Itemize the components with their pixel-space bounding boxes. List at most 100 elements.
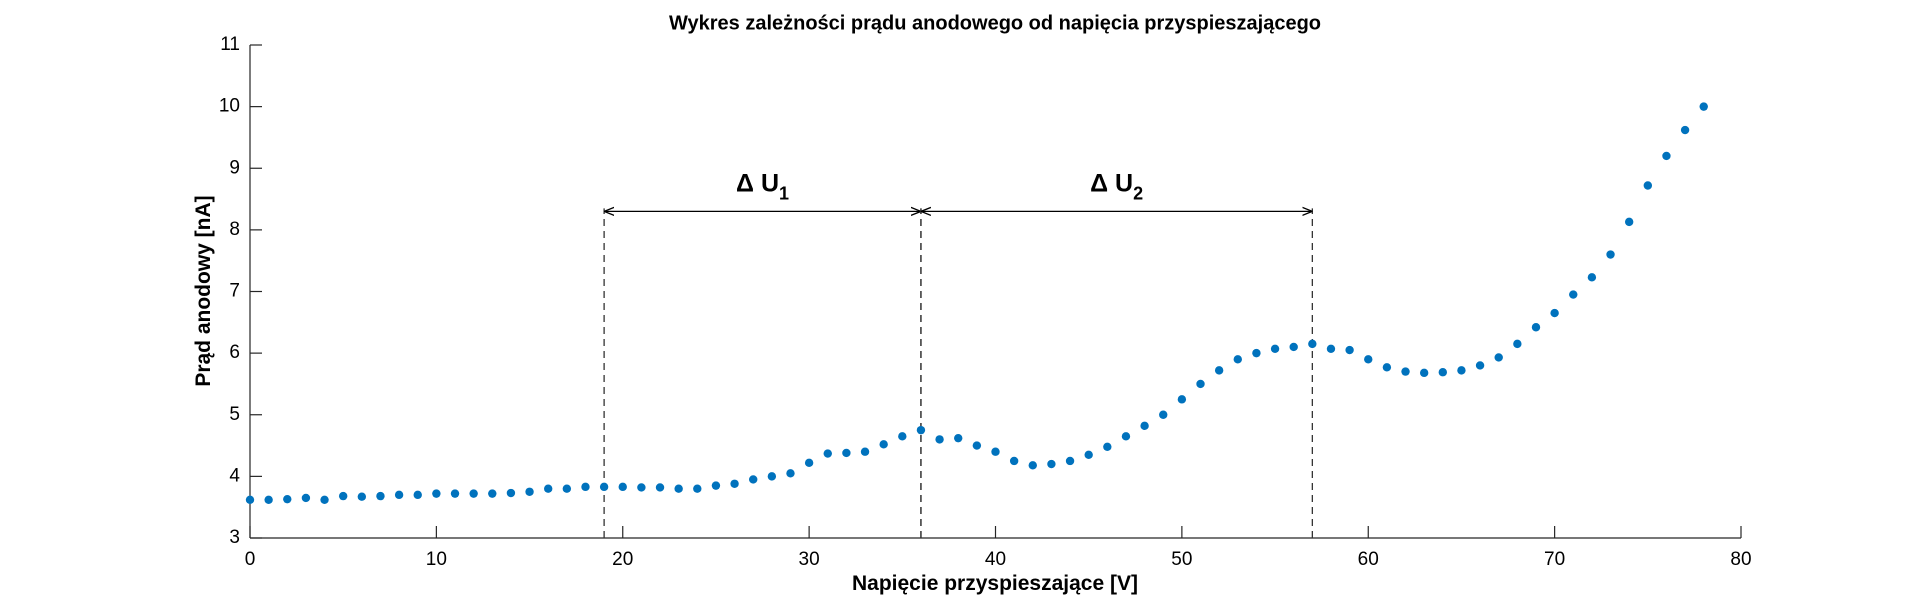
data-point: [879, 440, 888, 449]
data-point: [1177, 395, 1187, 404]
x-axis-label: Napięcie przyspieszające [V]: [852, 572, 1138, 595]
data-point: [693, 484, 702, 493]
data-point: [1662, 151, 1671, 161]
data-point: [1550, 308, 1559, 318]
data-point: [1643, 181, 1653, 190]
x-tick-label: 20: [612, 549, 633, 570]
data-point: [655, 483, 665, 492]
data-point: [1121, 432, 1131, 441]
data-point: [898, 432, 907, 441]
y-tick-label: 7: [229, 281, 240, 302]
data-point: [264, 495, 273, 504]
data-point: [376, 491, 385, 501]
data-point: [1569, 290, 1578, 299]
data-point: [1140, 421, 1149, 431]
data-point: [1438, 368, 1448, 377]
data-point: [842, 448, 851, 458]
data-point: [823, 449, 832, 458]
x-tick-label: 10: [426, 549, 447, 570]
data-point: [1214, 366, 1224, 375]
data-point: [1009, 456, 1019, 466]
data-point: [581, 482, 590, 492]
data-point: [1252, 348, 1261, 358]
chart-title: Wykres zależności prądu anodowego od nap…: [669, 12, 1321, 34]
data-point: [1401, 367, 1410, 376]
interval-label-subscript: 2: [1133, 183, 1143, 203]
data-point: [1084, 450, 1093, 460]
data-point: [674, 484, 683, 493]
data-point: [338, 491, 348, 501]
data-point: [1270, 344, 1280, 354]
data-point: [544, 484, 553, 493]
data-point: [1382, 363, 1392, 372]
data-point: [749, 475, 758, 484]
data-point: [357, 492, 367, 501]
data-point: [730, 479, 739, 488]
data-point: [1699, 102, 1708, 111]
data-point: [804, 458, 814, 468]
y-tick-label: 10: [219, 96, 240, 117]
data-point: [1345, 345, 1354, 355]
data-point: [1606, 250, 1615, 259]
y-tick-label: 3: [229, 527, 240, 548]
data-point: [1289, 342, 1298, 352]
data-point: [618, 482, 627, 492]
y-axis-label: Prąd anodowy [nA]: [192, 195, 215, 386]
y-tick-label: 5: [229, 404, 240, 425]
interval-label-subscript: 1: [779, 183, 789, 203]
data-point: [488, 489, 497, 498]
data-point: [1047, 459, 1056, 469]
data-point: [1531, 323, 1541, 332]
y-tick-label: 9: [229, 157, 240, 178]
data-point: [991, 447, 1000, 456]
data-point: [711, 481, 721, 490]
y-tick-label: 8: [229, 219, 240, 240]
x-tick-label: 30: [799, 549, 820, 570]
data-point: [637, 483, 646, 492]
data-point: [1624, 217, 1634, 227]
interval-label-text: Δ U: [1090, 169, 1133, 197]
data-point: [599, 482, 609, 492]
data-point: [1419, 368, 1429, 378]
y-tick-label: 4: [229, 465, 240, 486]
y-tick-label: 6: [229, 342, 240, 363]
data-point: [1513, 339, 1522, 349]
data-point: [283, 494, 292, 504]
data-point: [1587, 273, 1597, 282]
data-point: [432, 489, 441, 498]
data-point: [786, 469, 795, 478]
data-point: [1065, 456, 1075, 466]
x-tick-label: 40: [985, 549, 1006, 570]
interval-label: Δ U1: [736, 169, 789, 203]
data-point: [1680, 125, 1690, 135]
data-point: [1159, 410, 1168, 419]
interval-label-text: Δ U: [736, 169, 779, 197]
data-point: [1326, 344, 1336, 354]
data-point: [916, 425, 926, 435]
data-point: [506, 488, 516, 498]
data-point: [1028, 461, 1037, 470]
data-point: [562, 484, 572, 493]
data-point: [245, 495, 255, 504]
data-point: [1308, 339, 1317, 349]
data-point: [301, 493, 311, 503]
x-tick-label: 60: [1358, 549, 1379, 570]
data-point: [972, 441, 982, 450]
data-point: [1364, 355, 1373, 364]
data-point: [525, 487, 534, 496]
data-point: [1457, 366, 1466, 375]
data-point: [860, 447, 870, 456]
data-point: [954, 433, 963, 443]
interval-label: Δ U2: [1090, 169, 1143, 203]
data-point: [450, 489, 460, 498]
y-tick-label: 11: [220, 34, 240, 55]
data-point: [935, 435, 944, 444]
data-point: [767, 472, 777, 481]
x-tick-label: 0: [245, 549, 256, 570]
data-point: [469, 489, 478, 498]
x-tick-label: 70: [1544, 549, 1565, 570]
data-point: [394, 490, 404, 500]
data-point: [1103, 442, 1112, 451]
x-tick-label: 80: [1730, 549, 1751, 570]
